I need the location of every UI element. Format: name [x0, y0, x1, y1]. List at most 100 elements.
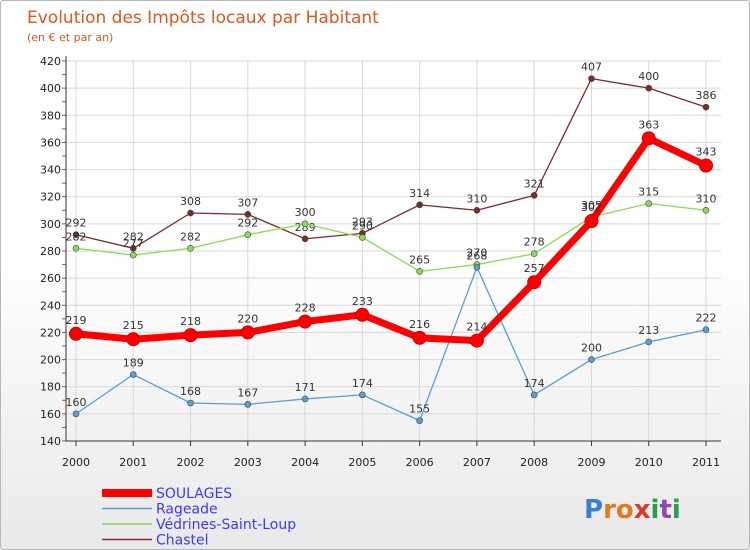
logo-letter: i — [672, 495, 681, 525]
data-point — [244, 401, 252, 408]
data-label: 270 — [466, 247, 487, 260]
data-label: 174 — [524, 377, 545, 390]
legend-label: Rageade — [156, 502, 218, 518]
data-label: 321 — [524, 177, 545, 190]
y-tick-labels: 140 160 180 200 220 240 260 280 300 320 340 360 380 4… — [40, 55, 61, 448]
data-label: 257 — [524, 262, 545, 275]
y-tick-label: 320 — [40, 191, 61, 204]
data-point — [588, 75, 595, 82]
data-point — [126, 332, 141, 347]
data-label: 216 — [409, 318, 430, 331]
data-label: 343 — [696, 146, 717, 159]
data-label: 363 — [638, 118, 659, 131]
x-tick-label: 2006 — [406, 456, 434, 469]
axes — [62, 56, 721, 446]
data-point — [527, 275, 542, 290]
data-point — [69, 326, 83, 341]
data-label: 308 — [180, 195, 201, 208]
x-tick-label: 2000 — [62, 456, 90, 469]
x-tick-label: 2005 — [348, 456, 376, 469]
data-point — [129, 251, 137, 259]
y-tick-label: 200 — [40, 354, 61, 367]
data-label: 278 — [524, 236, 545, 249]
data-point — [702, 103, 710, 111]
y-tick-label: 160 — [40, 408, 61, 421]
data-label: 222 — [696, 312, 717, 325]
y-tick-label: 140 — [40, 435, 61, 448]
x-tick-label: 2002 — [177, 456, 205, 469]
logo-letter: t — [659, 495, 671, 525]
x-tick-label: 2010 — [635, 456, 663, 469]
x-tick-label: 2009 — [577, 456, 605, 469]
series-soulages: 219 215 218 220 228 233 216 214 257 302 363 343 — [66, 118, 717, 348]
data-point — [473, 263, 481, 271]
x-tick-label: 2001 — [119, 456, 147, 469]
data-label: 290 — [352, 219, 373, 232]
data-point — [588, 356, 595, 363]
chart-title: Evolution des Impôts locaux par Habitant — [27, 8, 379, 28]
data-point — [473, 206, 481, 214]
x-tick-label: 2003 — [234, 456, 262, 469]
data-label: 282 — [123, 230, 144, 243]
data-point — [416, 201, 423, 209]
y-tick-label: 360 — [40, 136, 61, 149]
data-point — [641, 131, 656, 146]
y-tick-label: 340 — [40, 164, 61, 177]
data-label: 400 — [638, 70, 659, 83]
data-label: 265 — [409, 253, 430, 266]
y-tick-label: 280 — [40, 245, 61, 258]
data-label: 168 — [180, 385, 201, 398]
logo-letter: o — [616, 495, 634, 525]
data-point — [645, 84, 653, 92]
data-point — [530, 391, 538, 399]
data-label: 289 — [295, 221, 316, 234]
data-label: 293 — [352, 215, 373, 228]
data-point — [702, 326, 710, 334]
series-line — [75, 134, 708, 345]
data-point — [530, 250, 538, 258]
data-label: 200 — [581, 342, 602, 355]
data-label: 407 — [581, 61, 602, 74]
data-point — [416, 268, 423, 275]
data-label: 160 — [66, 396, 87, 409]
logo-letter: r — [603, 495, 616, 525]
chart-subtitle: (en € et par an) — [27, 31, 113, 44]
data-point — [469, 333, 484, 348]
logo-letter: i — [651, 495, 660, 525]
logo-letter: x — [634, 495, 651, 525]
data-point — [416, 417, 423, 424]
data-label: 307 — [237, 196, 258, 209]
data-label: 189 — [123, 357, 144, 370]
y-tick-label: 300 — [40, 218, 61, 231]
data-label: 386 — [696, 89, 717, 102]
data-point — [584, 214, 599, 229]
series-line — [75, 266, 707, 422]
x-tick-labels: 2000 2001 2002 2003 2004 2005 2006 2007 2008 2009… — [62, 456, 720, 469]
data-label: 300 — [295, 206, 316, 219]
data-label: 314 — [409, 187, 430, 200]
y-tick-label: 400 — [40, 82, 61, 95]
data-point — [240, 325, 255, 340]
logo-letter: P — [584, 495, 603, 525]
data-label: 315 — [638, 186, 659, 199]
data-point — [702, 206, 710, 214]
data-point — [645, 200, 653, 207]
data-label: 282 — [66, 230, 87, 243]
data-label: 220 — [237, 312, 258, 325]
legend: SOULAGESRageadeVédrines-Saint-LoupChaste… — [102, 486, 296, 549]
data-label: 174 — [352, 377, 373, 390]
data-point — [301, 235, 309, 243]
data-point — [129, 244, 137, 252]
legend-label: SOULAGES — [156, 486, 232, 502]
data-point — [530, 192, 538, 199]
legend-label: Védrines-Saint-Loup — [156, 517, 296, 533]
data-point — [187, 399, 194, 407]
data-label: 233 — [352, 295, 373, 308]
y-tick-label: 420 — [40, 55, 61, 68]
data-point — [183, 328, 198, 343]
